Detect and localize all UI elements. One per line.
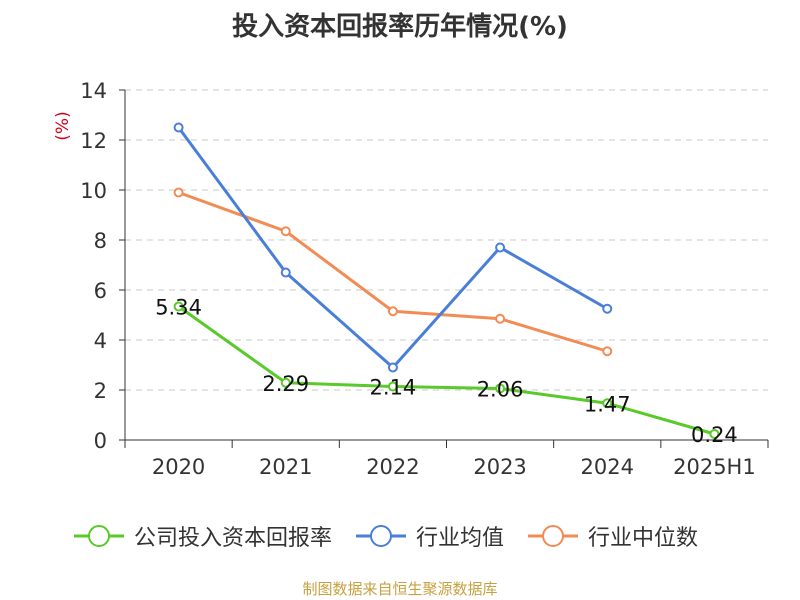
x-tick-label: 2022 (366, 455, 419, 479)
chart-title: 投入资本回报率历年情况(%) (232, 12, 568, 42)
source-footer: 制图数据来自恒生聚源数据库 (302, 580, 498, 598)
data-label: 2.14 (370, 376, 417, 400)
series-line (177, 305, 715, 436)
data-point (495, 242, 506, 253)
legend-label: 行业均值 (416, 526, 505, 551)
x-tick-label: 2024 (581, 455, 634, 479)
data-point (602, 346, 613, 357)
data-point (709, 429, 720, 439)
data-point (387, 306, 398, 317)
y-tick-label: 12 (80, 129, 107, 153)
legend-swatch (528, 525, 579, 547)
y-tick-label: 0 (94, 429, 107, 453)
y-axis-label: (%) (53, 111, 73, 140)
data-point (280, 226, 291, 237)
data-label: 2.29 (262, 372, 309, 396)
series-layer (173, 122, 720, 439)
y-tick-label: 6 (94, 279, 107, 303)
data-point (173, 122, 184, 133)
y-tick-label: 10 (80, 179, 107, 203)
x-tick-label: 2020 (152, 455, 205, 479)
x-tick-label: 2025H1 (673, 455, 756, 479)
y-tick-label: 8 (94, 229, 107, 253)
data-point (602, 303, 613, 314)
data-point (495, 383, 506, 394)
data-point (280, 377, 291, 388)
line-chart: 0 2 4 6 8 10 12 14 2020 2021 2022 2023 2024 2025H1 (%)… (53, 79, 769, 479)
data-point (602, 398, 613, 409)
x-tick-label: 2021 (259, 455, 312, 479)
data-point (173, 301, 184, 312)
legend-label: 公司投入资本回报率 (134, 526, 333, 551)
data-labels: 5.34 2.29 2.14 2.06 1.47 0.24 (155, 296, 738, 448)
legend-swatch (74, 525, 124, 547)
data-point (173, 187, 184, 198)
legend-swatch (356, 525, 407, 547)
y-tick-label: 4 (94, 329, 107, 353)
y-tick-label: 2 (94, 379, 107, 403)
data-point (387, 381, 398, 392)
legend-label: 行业中位数 (588, 526, 699, 551)
data-point (387, 362, 398, 373)
legend-item[interactable]: 行业中位数 (526, 520, 698, 552)
data-label: 5.34 (155, 296, 202, 320)
data-label: 0.24 (691, 423, 738, 447)
axes: 0 2 4 6 8 10 12 14 2020 2021 2022 2023 2024 2025H1 (%) (53, 79, 769, 479)
legend-item[interactable]: 行业均值 (354, 520, 504, 552)
data-label: 1.47 (584, 392, 631, 416)
legend-item[interactable]: 公司投入资本回报率 (72, 520, 332, 552)
y-tick-label: 14 (80, 79, 107, 103)
grid-lines (125, 89, 768, 391)
legend: 公司投入资本回报率 行业均值 行业中位数 (72, 520, 698, 552)
data-point (280, 267, 291, 278)
x-tick-label: 2023 (473, 455, 526, 479)
data-point (495, 313, 506, 324)
data-label: 2.06 (477, 378, 524, 402)
